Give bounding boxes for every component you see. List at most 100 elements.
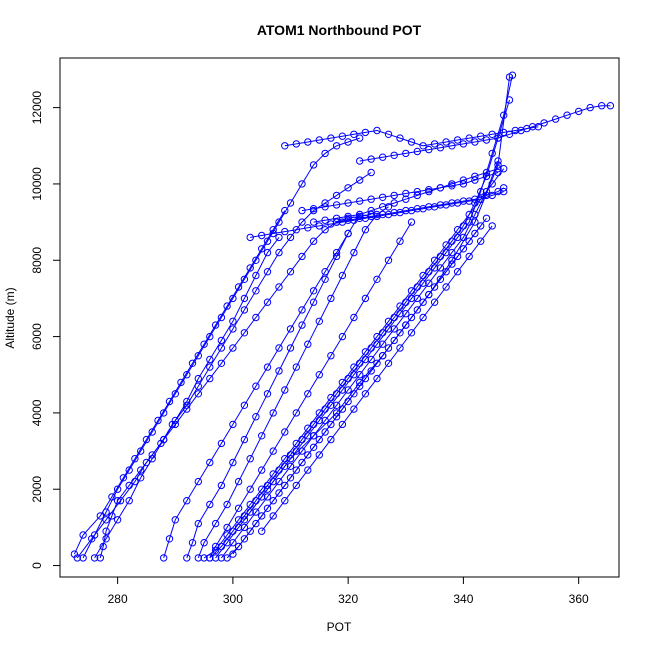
data-point bbox=[477, 237, 485, 245]
data-point bbox=[350, 313, 358, 322]
data-point bbox=[321, 199, 329, 207]
series-line bbox=[261, 225, 493, 532]
data-point bbox=[229, 325, 237, 333]
data-point bbox=[321, 149, 329, 158]
series-line bbox=[94, 237, 280, 559]
data-point bbox=[229, 420, 237, 429]
data-point bbox=[304, 466, 312, 474]
data-point bbox=[223, 539, 231, 547]
data-point bbox=[332, 401, 341, 409]
data-point bbox=[281, 462, 289, 470]
data-point bbox=[407, 329, 416, 337]
data-point bbox=[390, 208, 398, 217]
data-point bbox=[240, 329, 249, 337]
data-point bbox=[211, 321, 220, 329]
data-point bbox=[275, 477, 283, 486]
data-point bbox=[338, 332, 347, 341]
data-point bbox=[137, 474, 145, 482]
data-point bbox=[269, 229, 277, 238]
data-point bbox=[488, 191, 496, 200]
data-point bbox=[154, 416, 162, 425]
series-line bbox=[82, 137, 360, 559]
data-point bbox=[275, 283, 283, 291]
data-point bbox=[217, 481, 226, 490]
data-point bbox=[384, 344, 393, 352]
data-point bbox=[252, 519, 260, 528]
data-point bbox=[79, 554, 87, 562]
data-point bbox=[206, 500, 214, 509]
data-point bbox=[73, 554, 82, 562]
data-point bbox=[96, 554, 105, 562]
data-point bbox=[373, 275, 381, 283]
data-point bbox=[286, 325, 295, 333]
data-point bbox=[286, 233, 295, 242]
data-point bbox=[229, 458, 237, 467]
data-point bbox=[436, 201, 445, 209]
data-point bbox=[459, 176, 468, 184]
data-point bbox=[373, 340, 381, 348]
series-18 bbox=[281, 123, 542, 150]
data-point bbox=[332, 214, 341, 223]
series-21 bbox=[356, 102, 615, 165]
data-point bbox=[183, 497, 191, 505]
data-point bbox=[402, 189, 410, 198]
data-point bbox=[384, 130, 393, 139]
data-point bbox=[171, 416, 180, 425]
data-point bbox=[598, 102, 606, 110]
data-point bbox=[344, 229, 352, 238]
data-point bbox=[471, 218, 479, 226]
data-point bbox=[309, 432, 318, 440]
data-point bbox=[575, 107, 583, 116]
data-point bbox=[217, 336, 226, 345]
data-point bbox=[379, 153, 387, 161]
data-point bbox=[384, 325, 393, 333]
data-point bbox=[246, 264, 254, 272]
data-point bbox=[344, 212, 352, 221]
data-point bbox=[482, 191, 491, 200]
data-point bbox=[540, 119, 548, 127]
data-point bbox=[217, 439, 226, 448]
data-point bbox=[252, 256, 260, 264]
data-point bbox=[505, 73, 514, 81]
series-line bbox=[209, 221, 412, 559]
data-point bbox=[327, 352, 335, 360]
data-point bbox=[286, 199, 295, 207]
data-point bbox=[188, 359, 197, 367]
data-point bbox=[448, 180, 456, 188]
data-point bbox=[275, 344, 283, 352]
data-point bbox=[338, 132, 347, 140]
data-point bbox=[263, 504, 272, 512]
data-point bbox=[292, 481, 300, 490]
data-point bbox=[281, 428, 289, 436]
data-point bbox=[436, 184, 445, 192]
data-point bbox=[384, 256, 393, 264]
series-line bbox=[76, 172, 372, 559]
data-point bbox=[165, 535, 174, 543]
data-point bbox=[183, 397, 191, 406]
data-point bbox=[286, 455, 295, 463]
data-point bbox=[240, 294, 249, 303]
data-point bbox=[350, 371, 358, 379]
data-point bbox=[234, 477, 243, 486]
data-point bbox=[373, 374, 381, 383]
data-point bbox=[275, 248, 283, 257]
data-point bbox=[534, 123, 542, 131]
data-point bbox=[304, 432, 312, 440]
data-point bbox=[211, 554, 220, 562]
data-point bbox=[177, 378, 185, 387]
data-point bbox=[361, 355, 370, 364]
data-point bbox=[304, 340, 312, 348]
data-point bbox=[505, 130, 514, 139]
data-point bbox=[367, 212, 375, 221]
data-point bbox=[281, 142, 289, 150]
data-point bbox=[183, 554, 191, 562]
data-point bbox=[240, 306, 249, 314]
data-point bbox=[269, 226, 277, 234]
data-point bbox=[252, 271, 260, 280]
data-point bbox=[465, 134, 473, 142]
series-layer bbox=[70, 71, 615, 562]
data-point bbox=[327, 435, 335, 444]
data-point bbox=[275, 218, 283, 226]
data-point bbox=[332, 201, 341, 209]
